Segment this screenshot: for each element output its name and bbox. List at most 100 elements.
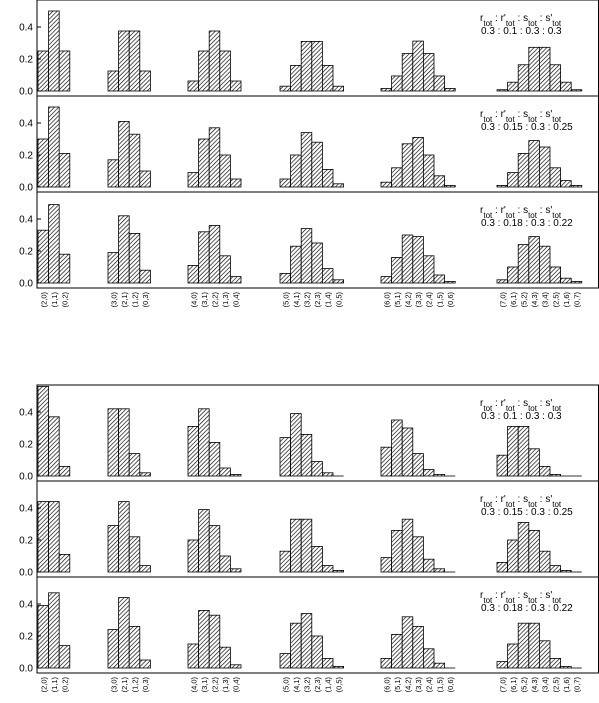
x-tick-label: (2,0) [39,676,48,692]
bar [300,132,313,188]
bar [107,629,120,669]
bar [311,41,323,92]
y-tick-label: 0.0 [19,87,33,98]
bar [128,453,141,477]
bar [549,266,562,284]
bar [139,70,151,92]
legend-symbol: : s' [537,494,552,505]
bar [107,408,120,477]
bar [37,138,50,188]
x-tick-label: (6,1) [509,291,518,307]
x-tick-label: (5,1) [393,291,402,307]
x-tick-label: (1,2) [131,676,140,692]
y-tick-label: 0.4 [19,215,33,226]
bar [380,557,393,573]
bar [422,648,435,669]
x-tick-label: (4,1) [292,291,301,307]
y-tick-label: 0.0 [19,472,33,483]
bar [279,85,292,92]
y-tick-label: 0.2 [19,632,33,643]
legend-subscript: tot [528,115,538,124]
x-tick-label: (0,2) [61,291,70,307]
bar [549,565,562,573]
bar [128,30,141,92]
legend-subscript: tot [483,596,493,605]
bar [422,469,435,477]
bar [198,50,210,92]
legend-symbol: r [480,205,484,216]
bar [401,234,414,284]
bar [58,465,71,477]
bar [549,64,562,92]
bar [321,268,334,284]
bar [517,64,530,92]
x-tick-label: (4,2) [404,291,413,307]
bar [332,570,345,573]
x-tick-label: (3,2) [303,291,312,307]
bar [401,427,414,477]
y-tick-label: 0.4 [19,504,33,515]
x-tick-label: (1,5) [435,676,444,692]
legend-subscript: tot [506,19,516,28]
bar [391,634,403,669]
bar [219,555,231,573]
bar [208,30,221,92]
bar [528,530,540,573]
bar [48,106,60,188]
legend-subscript: tot [552,211,562,220]
legend-subscript: tot [528,211,538,220]
bar [560,180,572,188]
x-tick-label: (0,2) [61,676,70,692]
bar [219,646,231,669]
legend-ratio-header: rtot : r'tot : stot : s'tot [480,590,562,605]
bar [118,30,130,92]
bar [549,167,562,188]
bar [570,280,583,284]
bar [412,536,424,573]
bar [422,154,435,188]
bar [139,269,151,284]
x-tick-label: (5,1) [393,676,402,692]
bar [321,658,334,669]
bar [290,518,302,573]
bar [496,454,509,477]
legend-symbol: : s' [537,398,552,409]
bar [549,658,562,669]
y-tick-label: 0.4 [19,23,33,34]
x-tick-label: (1,6) [562,676,571,692]
bar [444,184,456,188]
bar [412,40,424,92]
x-tick-label: (0,6) [446,676,455,692]
x-tick-label: (0,7) [573,676,582,692]
bar [279,437,292,477]
bar [290,65,302,92]
bar [198,408,210,477]
legend-symbol: r [480,109,484,120]
bar [48,10,60,92]
bar [539,46,551,92]
x-tick-label: (3,1) [200,676,209,692]
legend-symbol: r [480,13,484,24]
bar [187,643,200,669]
bar [412,626,424,669]
bar [107,159,120,188]
bar [549,473,562,477]
bar [58,50,71,92]
bar [517,622,530,669]
y-tick-label: 0.2 [19,536,33,547]
y-tick-label: 0.4 [19,408,33,419]
legend-ratio-header: rtot : r'tot : stot : s'tot [480,13,562,28]
bar [187,539,200,573]
bar [229,664,242,669]
bar [279,653,292,669]
bar [37,385,50,477]
bar [107,525,120,573]
legend-symbol: : r' [492,494,506,505]
bar [560,570,572,573]
bar [570,184,583,188]
legend-symbol: r [480,398,484,409]
bar [433,473,446,477]
x-tick-label: (4,0) [189,291,198,307]
